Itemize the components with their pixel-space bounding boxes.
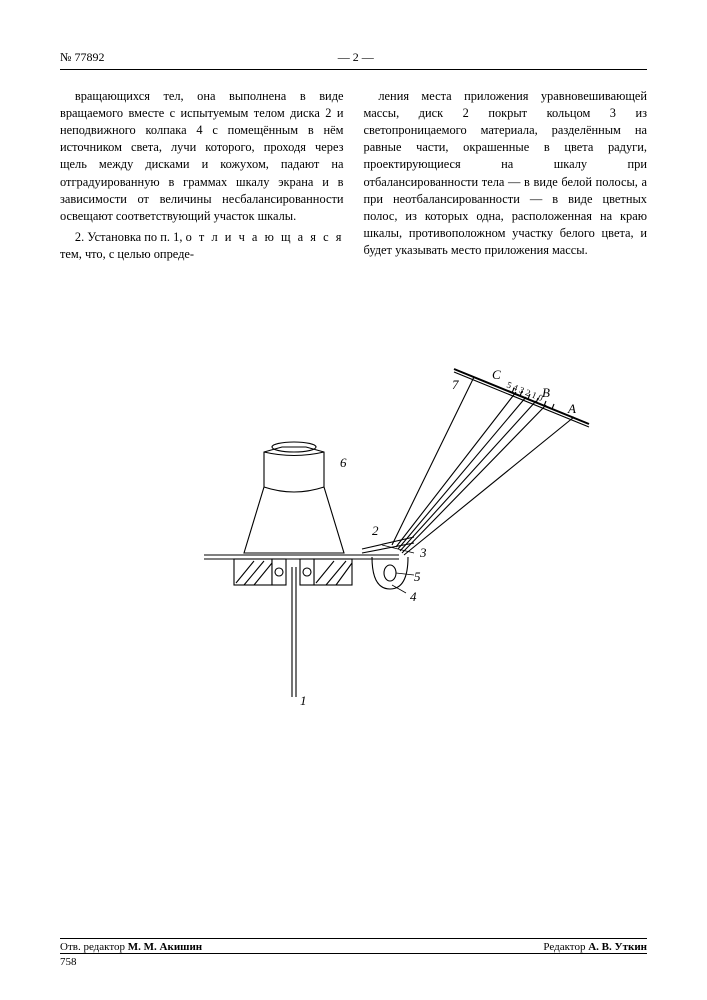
left-p1: вращающихся тел, она выполнена в виде вр…: [60, 88, 344, 225]
text-columns: вращающихся тел, она выполнена в виде вр…: [60, 88, 647, 267]
page-header: № 77892 — 2 —: [60, 50, 647, 65]
technical-figure: 1 2 3 4 5 6 7 A B C 5 4 3 2 1 0: [60, 297, 647, 777]
header-rule: [60, 69, 647, 70]
fig-label-A: A: [567, 401, 576, 416]
fig-label-4: 4: [410, 589, 417, 604]
doc-number: № 77892: [60, 50, 104, 65]
fig-label-7: 7: [452, 377, 459, 392]
editor-responsible: Отв. редактор М. М. Акишин: [60, 941, 202, 953]
fig-label-5: 5: [414, 569, 421, 584]
right-column: ления места приложения уравновешивающей …: [364, 88, 648, 267]
footer-rule-2: [60, 953, 647, 954]
right-p1: ления места приложения уравновешивающей …: [364, 88, 648, 259]
figure-svg: 1 2 3 4 5 6 7 A B C 5 4 3 2 1 0: [114, 297, 594, 777]
fig-label-1: 1: [300, 693, 307, 708]
fig-label-3: 3: [419, 545, 427, 560]
left-p2: 2. Установка по п. 1, о т л и ч а ю щ а …: [60, 229, 344, 263]
page-number: 758: [60, 956, 647, 968]
bearing-right: [314, 559, 352, 585]
fig-label-C: C: [492, 367, 501, 382]
page-footer: Отв. редактор М. М. Акишин Редактор А. В…: [60, 938, 647, 968]
fig-label-6: 6: [340, 455, 347, 470]
page-marker: — 2 —: [338, 50, 374, 65]
left-column: вращающихся тел, она выполнена в виде вр…: [60, 88, 344, 267]
editor: Редактор А. В. Уткин: [543, 941, 647, 953]
fig-label-2: 2: [372, 523, 379, 538]
bearing-left: [234, 559, 272, 585]
